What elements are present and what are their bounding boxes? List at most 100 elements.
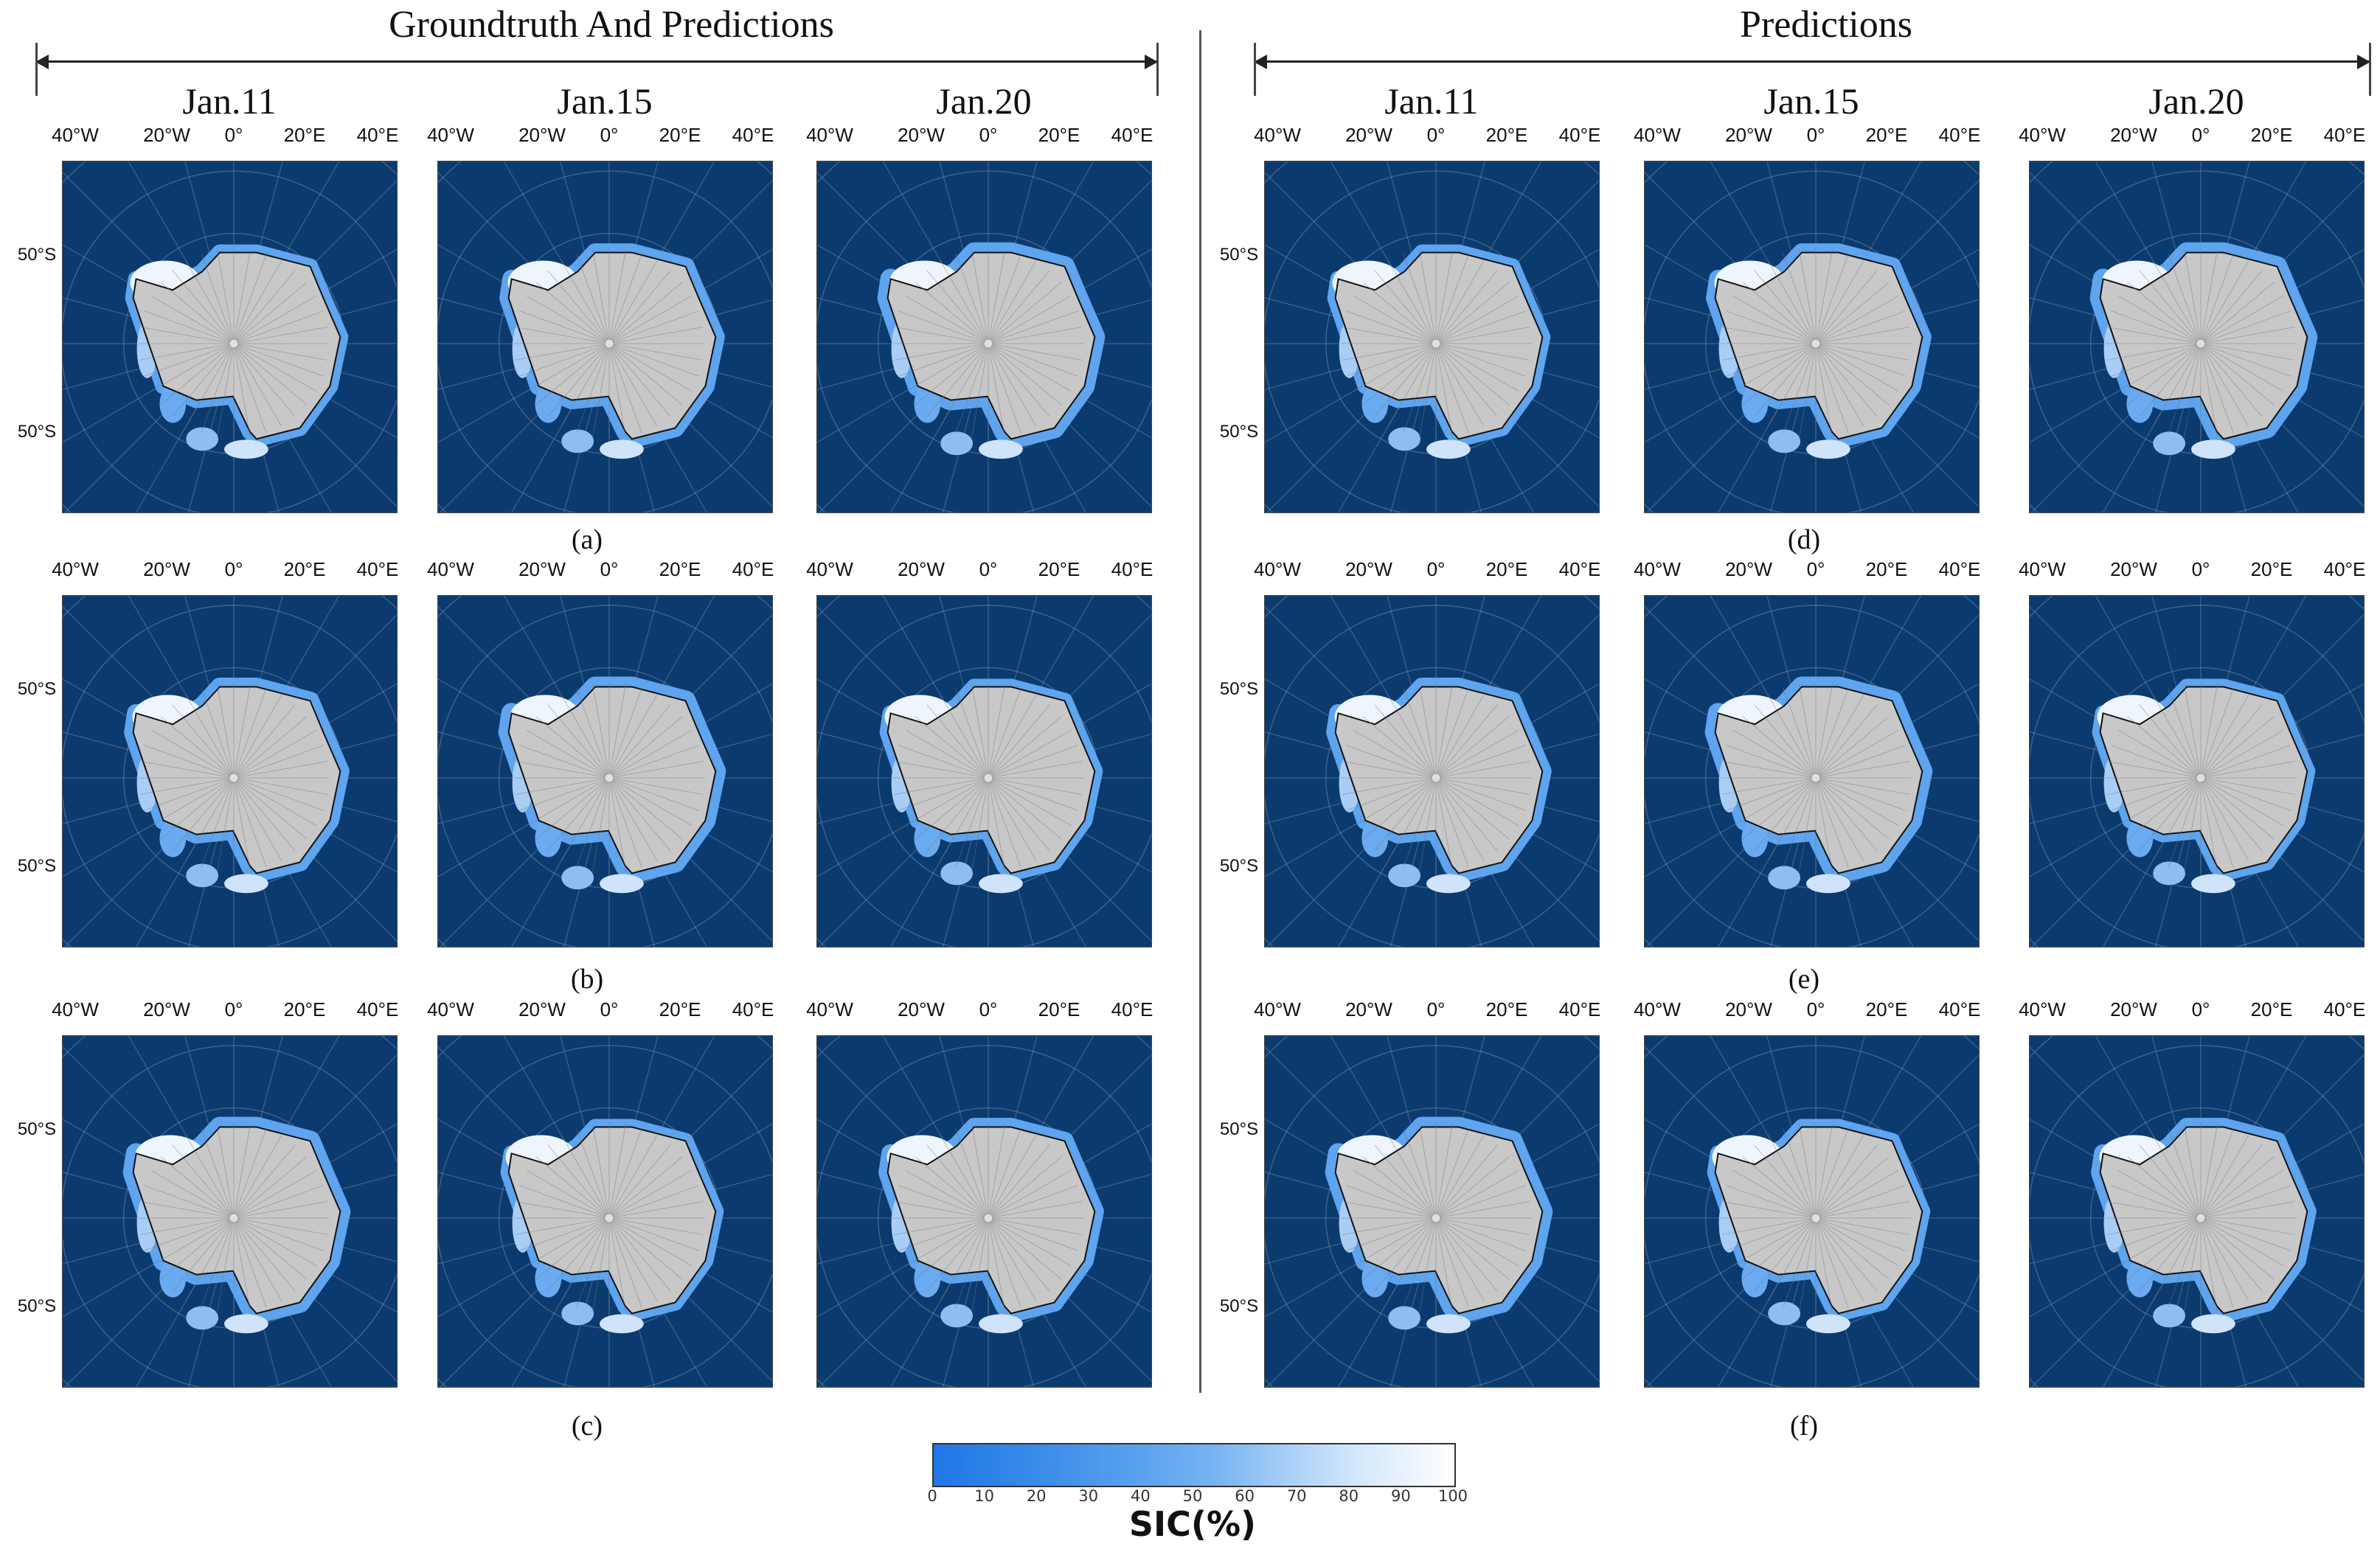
- land-meridian: [1342, 326, 1437, 344]
- land-meridian: [2200, 760, 2295, 779]
- land-meridian: [2200, 295, 2284, 344]
- land-meridian: [233, 1217, 317, 1267]
- land-meridian: [217, 777, 235, 872]
- land-meridian: [1435, 1217, 1519, 1267]
- land-meridian: [905, 1169, 989, 1219]
- land-meridian: [2117, 777, 2202, 827]
- land-meridian: [608, 282, 683, 344]
- land-meridian: [940, 260, 989, 344]
- land-meridian: [1799, 249, 1817, 344]
- land-meridian: [185, 777, 235, 861]
- land-meridian: [233, 1156, 308, 1219]
- land-meridian: [988, 343, 1078, 377]
- land-meridian: [1815, 343, 1864, 427]
- land-meridian: [160, 777, 235, 840]
- date-label: Jan.20: [2148, 80, 2244, 122]
- sea-ice-patch: [940, 431, 974, 456]
- land-meridian: [144, 1217, 235, 1251]
- land-meridian: [905, 1217, 989, 1267]
- arrow-left-end-tick: [1156, 43, 1159, 96]
- land-meridian: [988, 1217, 1021, 1308]
- land-meridian: [2200, 777, 2275, 840]
- longitude-tick-label: 20°W: [518, 998, 566, 1020]
- land-meridian: [1403, 254, 1437, 344]
- sic-map-b-jan15: [437, 595, 773, 947]
- colorbar-tick-label: 70: [1286, 1487, 1307, 1505]
- land-meridian: [1767, 777, 1817, 861]
- land-meridian: [1815, 1217, 1864, 1301]
- land-meridian: [144, 343, 235, 377]
- land-meridian: [988, 343, 1072, 392]
- land-meridian: [1815, 326, 1910, 344]
- land-meridian: [988, 1217, 1083, 1235]
- land-meridian: [1403, 1128, 1437, 1219]
- sic-map-a-jan11: [62, 161, 398, 513]
- land-meridian: [608, 260, 658, 344]
- land-meridian: [1726, 310, 1817, 344]
- land-meridian: [608, 777, 642, 868]
- land-meridian: [988, 1217, 1078, 1251]
- land-meridian: [576, 1128, 610, 1219]
- land-meridian: [988, 1185, 1078, 1219]
- land-meridian: [2139, 1217, 2202, 1292]
- arrow-right-end-tick: [2369, 43, 2371, 96]
- longitude-tick-label: 20°E: [1038, 998, 1080, 1020]
- land-meridian: [2200, 704, 2263, 779]
- land-meridian: [1783, 688, 1817, 779]
- land-meridian: [233, 1217, 282, 1301]
- sea-ice-patch: [224, 1314, 268, 1334]
- land-meridian: [915, 716, 989, 779]
- land-meridian: [2200, 1217, 2234, 1308]
- land-meridian: [2117, 295, 2202, 344]
- land-meridian: [608, 343, 626, 438]
- land-meridian: [1726, 777, 1817, 811]
- longitude-tick-label: 0°: [2191, 558, 2210, 580]
- land-meridian: [1799, 777, 1817, 872]
- land-meridian: [547, 704, 610, 779]
- sea-ice-patch: [2191, 874, 2235, 894]
- sea-ice-patch: [1806, 1314, 1850, 1334]
- land-meridian: [2111, 777, 2202, 811]
- land-meridian: [608, 326, 704, 344]
- land-meridian: [915, 1217, 989, 1280]
- latitude-tick-label: 50°S: [1219, 856, 1259, 876]
- longitude-tick-label: 20°E: [283, 558, 326, 580]
- pole-marker: [983, 773, 993, 783]
- land-meridian: [988, 777, 1050, 852]
- longitude-tick-label: 0°: [1806, 998, 1825, 1020]
- longitude-tick-label: 40°E: [356, 558, 399, 580]
- land-meridian: [988, 343, 1062, 406]
- land-meridian: [139, 343, 235, 361]
- sea-ice-patch: [535, 384, 562, 423]
- land-meridian: [1403, 688, 1437, 779]
- land-meridian: [1815, 729, 1899, 779]
- longitude-tick-label: 20°W: [898, 124, 945, 146]
- land-meridian: [1435, 777, 1526, 811]
- land-meridian: [1815, 745, 1906, 779]
- longitude-tick-label: 20°E: [659, 124, 701, 146]
- land-meridian: [608, 343, 642, 434]
- land-meridian: [160, 282, 235, 344]
- land-meridian: [561, 343, 610, 427]
- longitude-tick-label: 0°: [224, 558, 243, 580]
- sea-ice-patch: [1361, 1259, 1389, 1298]
- pole-marker: [229, 773, 239, 783]
- land-meridian: [1742, 1156, 1817, 1219]
- land-meridian: [2200, 260, 2249, 344]
- land-meridian: [535, 716, 610, 779]
- sea-ice-patch: [1426, 439, 1471, 459]
- land-meridian: [1815, 1217, 1878, 1292]
- longitude-tick-label: 20°E: [1485, 998, 1528, 1020]
- land-meridian: [1435, 310, 1526, 344]
- land-meridian: [1721, 1217, 1817, 1235]
- land-meridian: [233, 1200, 328, 1219]
- land-meridian: [1435, 343, 1469, 434]
- sea-ice-patch: [224, 874, 268, 894]
- land-meridian: [988, 249, 1005, 344]
- land-meridian: [1435, 343, 1485, 427]
- land-meridian: [2106, 760, 2202, 779]
- land-meridian: [1815, 684, 1833, 779]
- sic-map-d-jan15: [1644, 161, 1980, 513]
- land-meridian: [1783, 343, 1817, 434]
- sea-ice-patch: [600, 1314, 644, 1334]
